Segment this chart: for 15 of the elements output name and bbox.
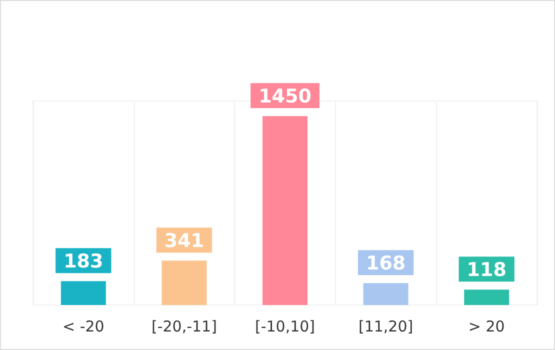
bar	[262, 116, 308, 305]
x-tick-label: [11,20]	[358, 318, 414, 336]
x-tick-label: < -20	[62, 318, 104, 336]
data-label: 168	[366, 252, 406, 275]
data-label: 1450	[258, 86, 312, 108]
bar	[363, 283, 408, 305]
x-tick-label: > 20	[468, 318, 505, 336]
data-label: 183	[64, 250, 104, 273]
data-label: 341	[164, 230, 204, 252]
bar	[162, 260, 207, 305]
bar	[464, 290, 510, 305]
x-tick-label: [-20,-11]	[151, 318, 217, 336]
x-tick-label: [-10,10]	[254, 318, 316, 336]
data-label: 118	[466, 259, 506, 282]
bar	[60, 281, 106, 305]
